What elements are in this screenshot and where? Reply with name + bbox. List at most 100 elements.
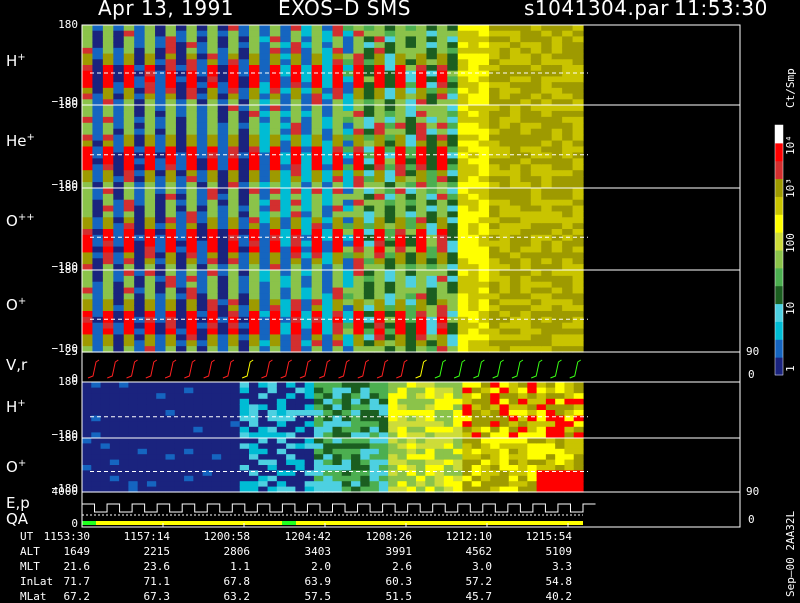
spectrogram-cell: [520, 223, 532, 230]
spectrogram-cell: [155, 311, 167, 318]
spectrogram-cell: [388, 443, 399, 450]
spectrogram-cell: [562, 140, 574, 148]
spectrogram-cell: [290, 252, 302, 259]
spectrogram-cell: [123, 234, 135, 242]
spectrogram-cell: [228, 170, 240, 177]
spectrogram-cell: [91, 448, 102, 455]
spectrogram-cell: [119, 410, 129, 417]
spectrogram-cell: [397, 404, 408, 411]
spectrogram-cell: [228, 47, 240, 55]
spectrogram-cell: [562, 170, 574, 177]
spectrogram-cell: [217, 70, 229, 78]
spectrogram-cell: [82, 459, 92, 466]
spectrogram-cell: [572, 305, 584, 312]
spectrogram-cell: [443, 448, 454, 455]
spectrogram-cell: [436, 240, 448, 248]
spectrogram-cell: [276, 415, 287, 422]
spectrogram-cell: [416, 30, 428, 38]
spectrogram-cell: [564, 382, 575, 389]
spectrogram-cell: [184, 459, 194, 466]
spectrogram-cell: [520, 42, 532, 49]
spectrogram-cell: [267, 393, 278, 400]
spectrogram-cell: [184, 426, 194, 433]
spectrogram-cell: [369, 459, 380, 466]
panel-label-vr: V,r: [6, 356, 28, 374]
spectrogram-cell: [478, 217, 490, 224]
spectrogram-cell: [304, 404, 315, 411]
spectrogram-cell: [249, 110, 261, 118]
spectrogram-cell: [137, 432, 148, 439]
spectrogram-cell: [332, 182, 344, 189]
spectrogram-cell: [165, 42, 177, 49]
spectrogram-cell: [186, 146, 198, 154]
spectrogram-cell: [174, 432, 185, 439]
spectrogram-cell: [128, 438, 139, 444]
spectrogram-cell: [499, 82, 511, 89]
spectrogram-cell: [144, 30, 156, 38]
spectrogram-cell: [311, 193, 323, 201]
spectrogram-cell: [82, 387, 92, 394]
velocity-trace: [184, 359, 196, 379]
spectrogram-cell: [82, 287, 94, 295]
spectrogram-cell: [311, 30, 323, 38]
spectrogram-cell: [555, 421, 566, 428]
spectrogram-cell: [301, 217, 313, 224]
spectrogram-cell: [228, 205, 240, 213]
spectrogram-cell: [374, 152, 386, 159]
spectrogram-cell: [353, 93, 365, 100]
spectrogram-cell: [207, 252, 219, 259]
spectrogram-cell: [405, 25, 417, 32]
spectrogram-cell: [436, 87, 448, 95]
spectrogram-cell: [301, 340, 313, 347]
spectrogram-cell: [520, 311, 532, 318]
spectrogram-cell: [207, 217, 219, 224]
spectrogram-cell: [207, 146, 219, 154]
spectrogram-cell: [490, 459, 501, 466]
spectrogram-cell: [146, 404, 157, 411]
spectrogram-cell: [290, 53, 302, 60]
spectrogram-cell: [102, 36, 114, 43]
spectrogram-cell: [530, 240, 542, 248]
spectrogram-cell: [416, 275, 428, 283]
spectrogram-cell: [249, 128, 261, 136]
spectrogram-cell: [551, 246, 563, 254]
spectrogram-cell: [478, 87, 490, 95]
spectrogram-cell: [480, 481, 491, 488]
spectrogram-cell: [175, 152, 187, 159]
spectrogram-cell: [156, 404, 167, 411]
spectrogram-cell: [202, 421, 213, 428]
spectrogram-cell: [202, 481, 213, 488]
spectrogram-cell: [184, 470, 194, 477]
spectrogram-cell: [323, 410, 334, 417]
spectrogram-cell: [119, 404, 129, 411]
spectrogram-cell: [196, 316, 208, 324]
spectrogram-cell: [395, 65, 407, 72]
spectrogram-cell: [144, 53, 156, 60]
spectrogram-cell: [123, 110, 135, 118]
spectrogram-cell: [374, 270, 386, 277]
spectrogram-cell: [395, 334, 407, 341]
spectrogram-cell: [489, 299, 501, 306]
spectrogram-cell: [322, 270, 334, 277]
spectrogram-cell: [137, 448, 148, 455]
spectrogram-cell: [480, 438, 491, 444]
spectrogram-cell: [207, 87, 219, 95]
spectrogram-cell: [499, 258, 511, 265]
spectrogram-cell: [406, 432, 417, 439]
velocity-trace: [434, 359, 447, 379]
spectrogram-cell: [447, 287, 459, 295]
spectrogram-cell: [562, 158, 574, 165]
spectrogram-cell: [144, 264, 156, 271]
spectrogram-cell: [342, 193, 354, 201]
spectrogram-cell: [258, 398, 269, 405]
spectrogram-cell: [238, 116, 250, 124]
spectrogram-cell: [304, 465, 315, 471]
spectrogram-cell: [267, 387, 278, 394]
spectrogram-cell: [323, 459, 334, 466]
spectrogram-cell: [478, 59, 490, 66]
spectrogram-cell: [555, 426, 566, 433]
spectrogram-cell: [341, 448, 352, 455]
spectrogram-cell: [217, 110, 229, 118]
spectrogram-cell: [258, 382, 269, 389]
spectrogram-cell: [249, 146, 261, 154]
